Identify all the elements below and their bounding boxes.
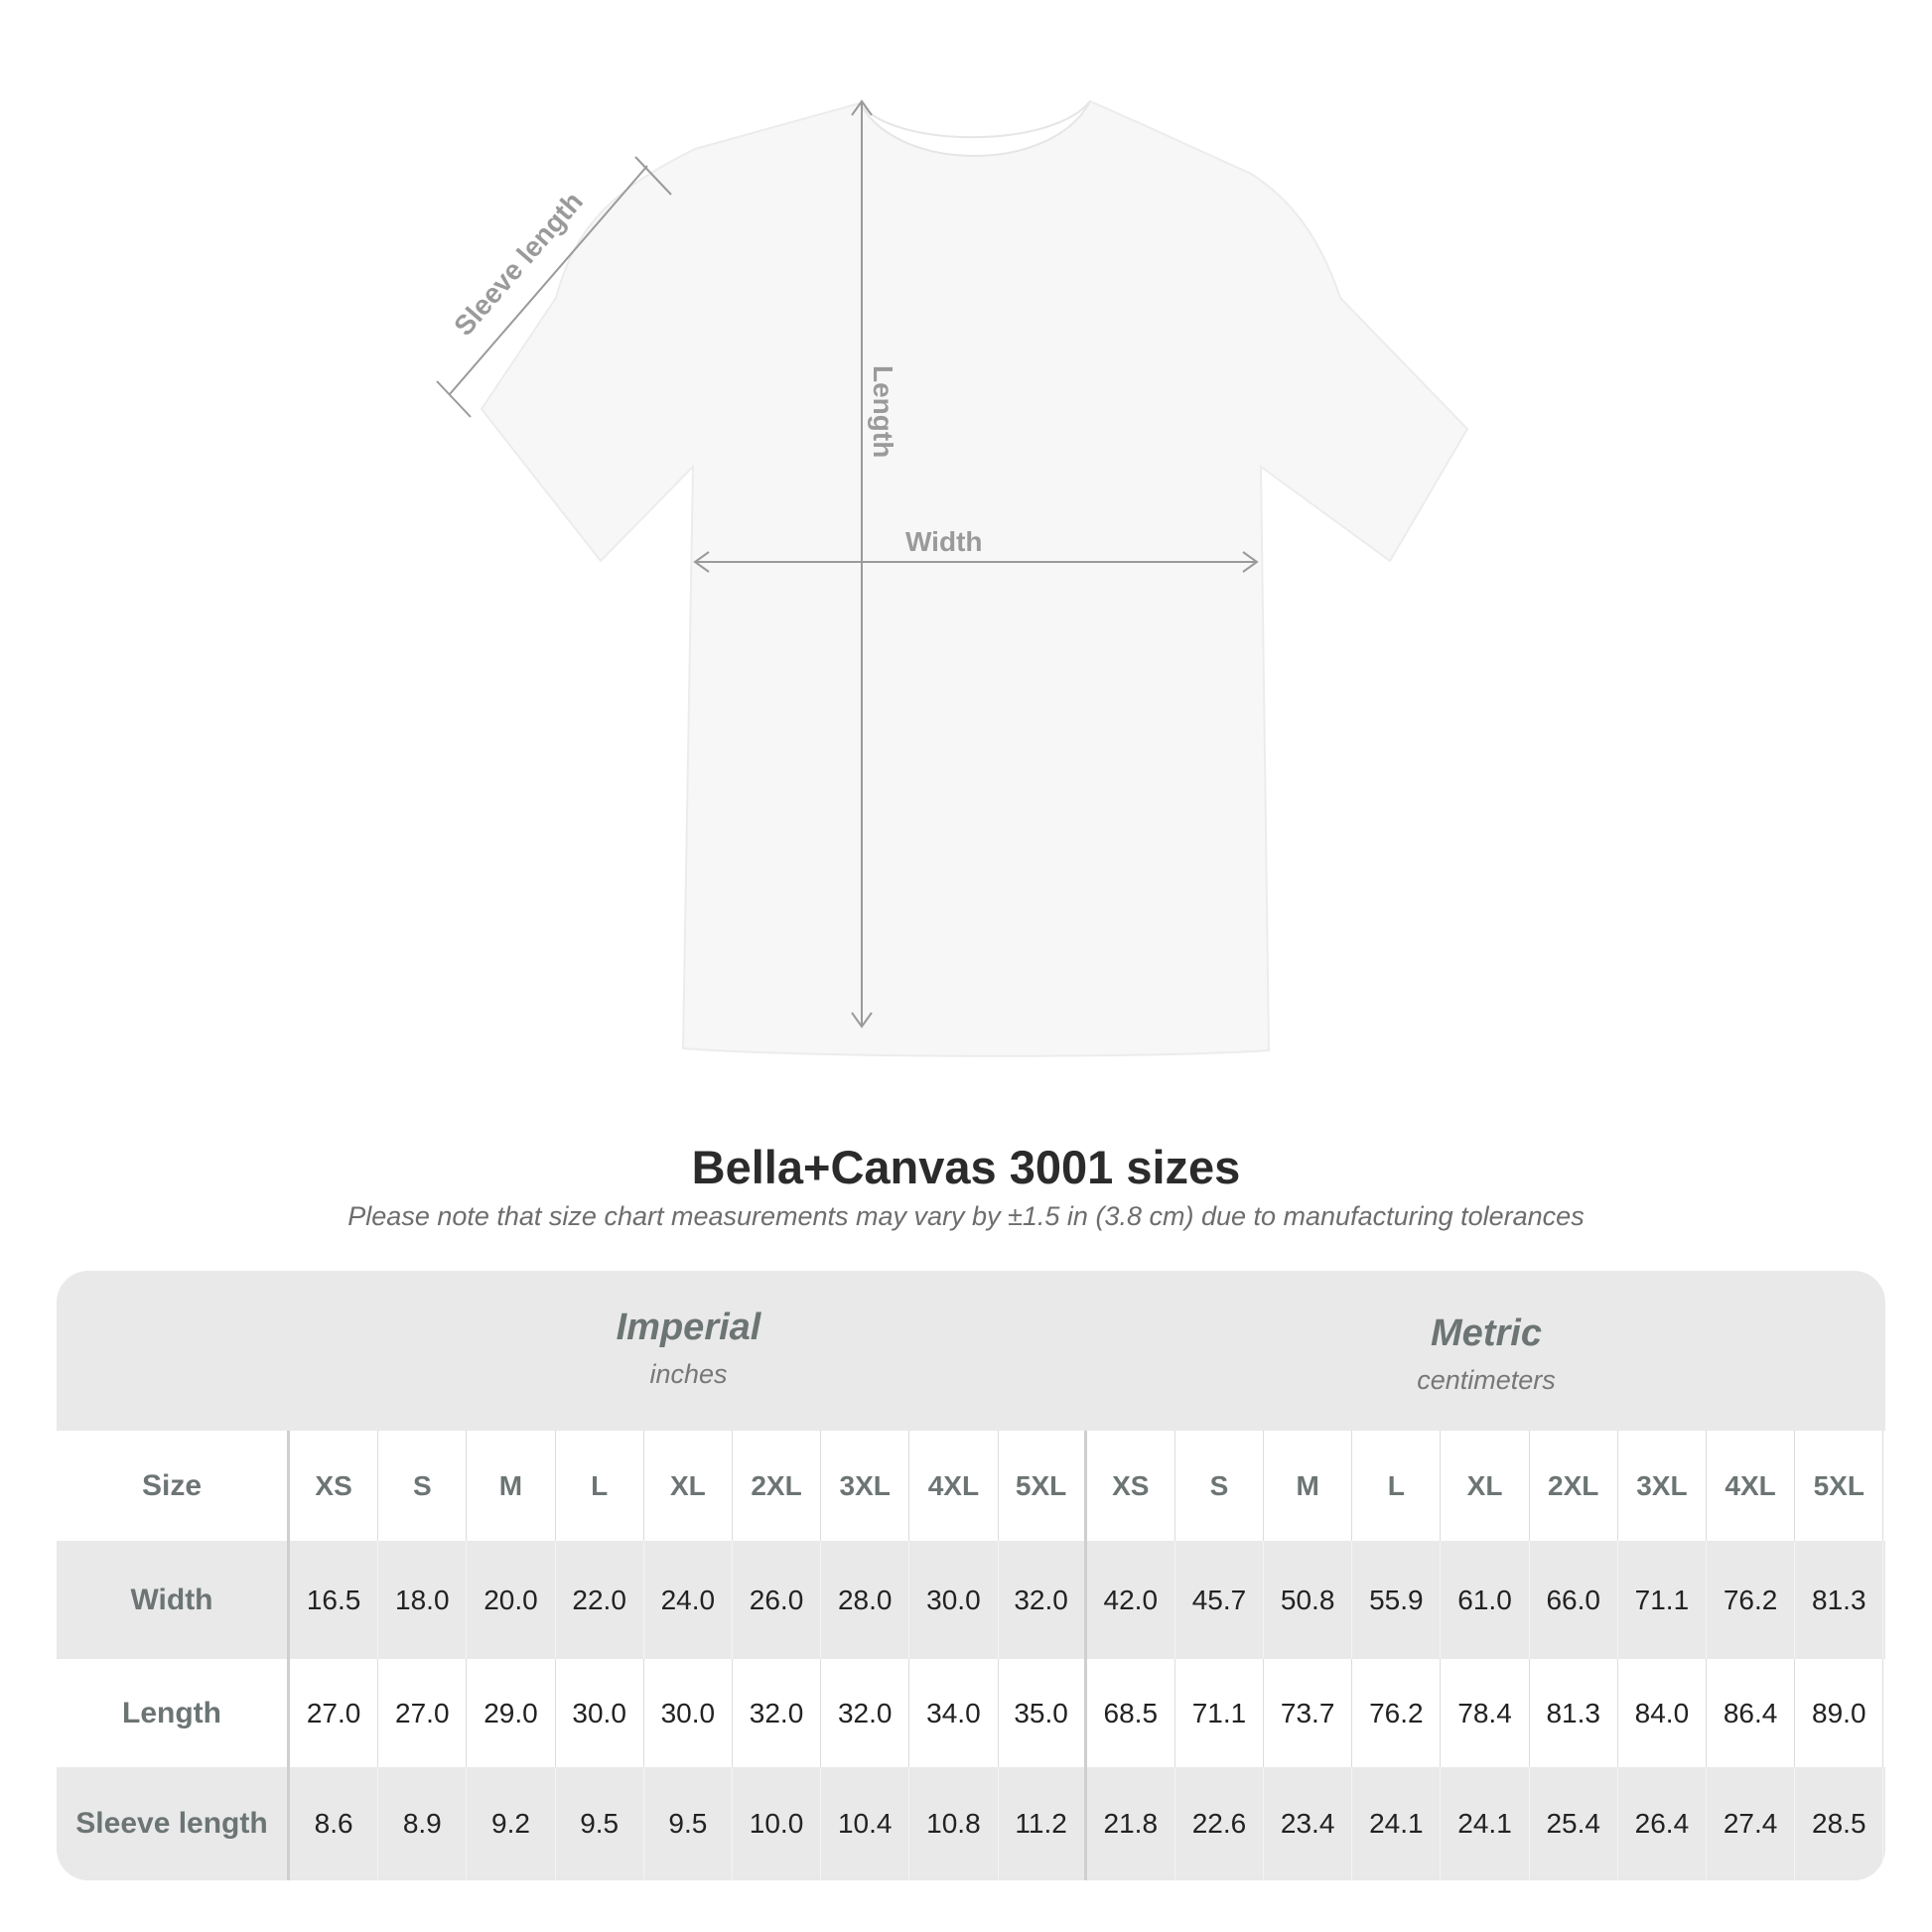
metric-value-cell: 50.8 (1264, 1541, 1353, 1659)
imperial-value-cell: 34.0 (909, 1659, 999, 1767)
metric-value-cell: 24.1 (1352, 1767, 1442, 1880)
metric-value-cell: 42.0 (1087, 1541, 1175, 1659)
imperial-value-cell: 9.5 (556, 1767, 644, 1880)
imperial-value-cell: 10.4 (821, 1767, 910, 1880)
metric-size-xs: XS (1087, 1431, 1175, 1541)
metric-unit: centimeters (1417, 1365, 1556, 1395)
metric-value-cell: 86.4 (1707, 1659, 1796, 1767)
imperial-value-cell: 20.0 (467, 1541, 556, 1659)
imperial-value-cell: 30.0 (556, 1659, 644, 1767)
metric-size-m: M (1264, 1431, 1353, 1541)
metric-size-xl: XL (1441, 1431, 1530, 1541)
metric-size-l: L (1352, 1431, 1442, 1541)
width-label: Width (905, 526, 983, 557)
imperial-value-cell: 18.0 (378, 1541, 468, 1659)
page-title: Bella+Canvas 3001 sizes (691, 1141, 1241, 1193)
metric-value-cell: 61.0 (1441, 1541, 1530, 1659)
metric-value-cell: 55.9 (1352, 1541, 1442, 1659)
imperial-value-cell: 32.0 (733, 1659, 822, 1767)
imperial-value-cell: 29.0 (467, 1659, 556, 1767)
metric-value-cell: 21.8 (1087, 1767, 1175, 1880)
metric-value-cell: 24.1 (1441, 1767, 1530, 1880)
imperial-value-cell: 32.0 (999, 1541, 1087, 1659)
imperial-header: Imperial inches (290, 1271, 1087, 1431)
imperial-value-cell: 27.0 (290, 1659, 379, 1767)
imperial-size-l: L (556, 1431, 644, 1541)
imperial-value-cell: 30.0 (909, 1541, 999, 1659)
metric-value-cell: 68.5 (1087, 1659, 1175, 1767)
imperial-size-xl: XL (644, 1431, 733, 1541)
imperial-value-cell: 9.2 (467, 1767, 556, 1880)
metric-size-s: S (1175, 1431, 1265, 1541)
imperial-value-cell: 35.0 (999, 1659, 1087, 1767)
tolerance-note: Please note that size chart measurements… (347, 1201, 1585, 1231)
metric-value-cell: 73.7 (1264, 1659, 1353, 1767)
size-table: Imperial inches Metric centimeters Size X… (57, 1271, 1885, 1880)
metric-value-cell: 26.4 (1618, 1767, 1707, 1880)
imperial-value-cell: 24.0 (644, 1541, 733, 1659)
table-row-sleeve-length: Sleeve length 8.6 8.9 9.2 9.5 9.5 10.0 10.4 10.8… (57, 1767, 1885, 1880)
metric-value-cell: 27.4 (1707, 1767, 1796, 1880)
imperial-size-xs: XS (290, 1431, 379, 1541)
imperial-size-3xl: 3XL (821, 1431, 910, 1541)
metric-value-cell: 45.7 (1175, 1541, 1265, 1659)
imperial-value-cell: 10.0 (733, 1767, 822, 1880)
imperial-value-cell: 30.0 (644, 1659, 733, 1767)
imperial-value-cell: 26.0 (733, 1541, 822, 1659)
imperial-value-cell: 8.6 (290, 1767, 379, 1880)
row-label: Sleeve length (57, 1767, 290, 1880)
metric-size-4xl: 4XL (1707, 1431, 1796, 1541)
imperial-value-cell: 16.5 (290, 1541, 379, 1659)
metric-title: Metric (1431, 1312, 1542, 1354)
table-row-length: Length 27.0 27.0 29.0 30.0 30.0 32.0 32.0 34.0 35… (57, 1659, 1885, 1767)
imperial-value-cell: 32.0 (821, 1659, 910, 1767)
imperial-value-cell: 8.9 (378, 1767, 468, 1880)
imperial-size-4xl: 4XL (909, 1431, 999, 1541)
metric-header: Metric centimeters (1087, 1277, 1885, 1437)
tshirt-illustration (480, 99, 1469, 1057)
imperial-value-cell: 27.0 (378, 1659, 468, 1767)
metric-value-cell: 28.5 (1795, 1767, 1884, 1880)
imperial-unit: inches (649, 1359, 728, 1389)
size-header-row: Size XS S M L XL 2XL 3XL 4XL 5XL XS S M L XL 2XL 3XL 4XL 5… (57, 1431, 1885, 1541)
metric-size-5xl: 5XL (1795, 1431, 1884, 1541)
imperial-size-s: S (378, 1431, 468, 1541)
table-row-width: Width 16.5 18.0 20.0 22.0 24.0 26.0 28.0 30.0 32.… (57, 1541, 1885, 1659)
imperial-size-2xl: 2XL (733, 1431, 822, 1541)
imperial-size-5xl: 5XL (999, 1431, 1087, 1541)
metric-value-cell: 81.3 (1530, 1659, 1618, 1767)
metric-value-cell: 71.1 (1618, 1541, 1707, 1659)
metric-value-cell: 66.0 (1530, 1541, 1618, 1659)
imperial-size-m: M (467, 1431, 556, 1541)
imperial-value-cell: 10.8 (909, 1767, 999, 1880)
tshirt-diagram: Sleeve length Length Width (436, 99, 1469, 1057)
metric-value-cell: 23.4 (1264, 1767, 1353, 1880)
metric-size-2xl: 2XL (1530, 1431, 1618, 1541)
metric-value-cell: 81.3 (1795, 1541, 1884, 1659)
metric-value-cell: 89.0 (1795, 1659, 1884, 1767)
metric-value-cell: 25.4 (1530, 1767, 1618, 1880)
length-label: Length (868, 365, 898, 458)
row-label: Width (57, 1541, 290, 1659)
imperial-value-cell: 22.0 (556, 1541, 644, 1659)
imperial-title: Imperial (616, 1307, 761, 1348)
imperial-value-cell: 28.0 (821, 1541, 910, 1659)
metric-size-3xl: 3XL (1618, 1431, 1707, 1541)
metric-value-cell: 78.4 (1441, 1659, 1530, 1767)
imperial-value-cell: 11.2 (999, 1767, 1087, 1880)
size-label: Size (57, 1431, 290, 1541)
metric-value-cell: 76.2 (1352, 1659, 1442, 1767)
metric-value-cell: 22.6 (1175, 1767, 1265, 1880)
sleeve-measure-line (449, 165, 648, 395)
metric-value-cell: 76.2 (1707, 1541, 1796, 1659)
imperial-value-cell: 9.5 (644, 1767, 733, 1880)
row-label: Length (57, 1659, 290, 1767)
metric-value-cell: 84.0 (1618, 1659, 1707, 1767)
metric-value-cell: 71.1 (1175, 1659, 1265, 1767)
